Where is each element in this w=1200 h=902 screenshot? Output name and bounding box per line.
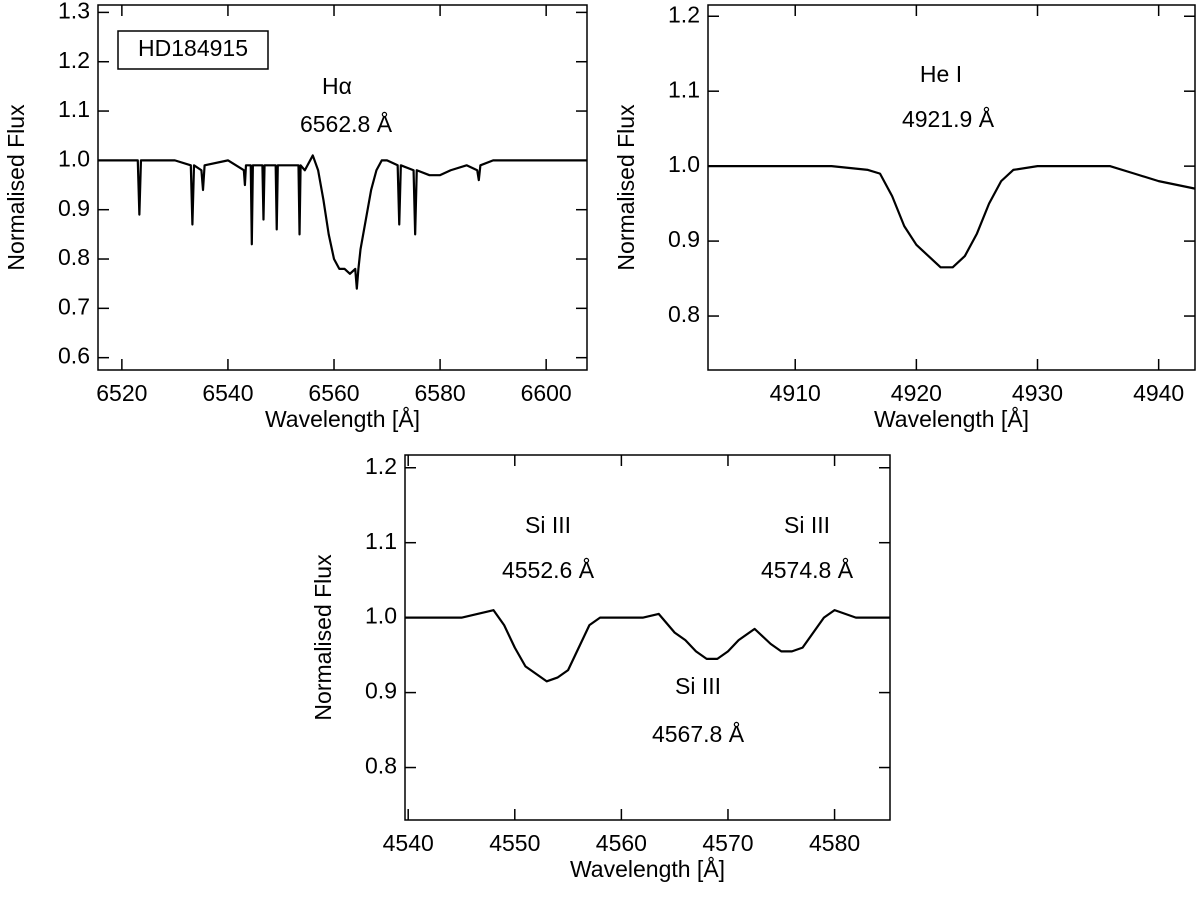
y-tick-label: 1.2 xyxy=(365,453,397,479)
x-tick-label: 6600 xyxy=(521,380,572,406)
plot-frame xyxy=(97,4,588,371)
x-axis-label: Wavelength [Å] xyxy=(874,405,1029,432)
spectrum-line xyxy=(405,609,890,683)
x-tick-label: 6580 xyxy=(415,380,466,406)
y-tick-label: 0.8 xyxy=(668,301,700,327)
x-tick-label: 4550 xyxy=(489,830,540,856)
y-tick-label: 0.9 xyxy=(668,226,700,252)
y-tick-label: 0.8 xyxy=(365,753,397,779)
y-axis-label: Normalised Flux xyxy=(310,554,336,721)
annotation: 4567.8 Å xyxy=(652,720,745,747)
annotation: Si III xyxy=(525,512,571,538)
x-axis-label: Wavelength [Å] xyxy=(265,405,420,432)
annotation: Hα xyxy=(322,73,352,99)
x-tick-label: 6560 xyxy=(308,380,359,406)
annotation-box xyxy=(117,30,269,70)
x-tick-label: 4930 xyxy=(1012,380,1063,406)
annotation: 4552.6 Å xyxy=(502,556,595,583)
annotation: 4921.9 Å xyxy=(902,105,995,132)
annotation: HD184915 xyxy=(138,35,248,61)
x-tick-label: 4570 xyxy=(702,830,753,856)
plot-frame xyxy=(707,4,1196,371)
y-axis-label: Normalised Flux xyxy=(613,104,639,271)
y-tick-label: 1.0 xyxy=(58,145,90,171)
y-tick-label: 0.6 xyxy=(58,343,90,369)
x-axis-label: Wavelength [Å] xyxy=(570,855,725,882)
annotation: He I xyxy=(920,61,962,87)
annotation: Si III xyxy=(784,512,830,538)
y-tick-label: 1.2 xyxy=(668,1,700,27)
x-tick-label: 6520 xyxy=(96,380,147,406)
x-tick-label: 6540 xyxy=(202,380,253,406)
annotation: Si III xyxy=(675,673,721,699)
y-tick-label: 0.9 xyxy=(365,678,397,704)
y-tick-label: 1.1 xyxy=(58,96,90,122)
spectrum-line xyxy=(98,154,587,290)
y-tick-label: 1.1 xyxy=(668,76,700,102)
x-tick-label: 4940 xyxy=(1133,380,1184,406)
y-tick-label: 0.8 xyxy=(58,244,90,270)
y-tick-label: 1.2 xyxy=(58,47,90,73)
x-tick-label: 4910 xyxy=(770,380,821,406)
y-tick-label: 1.0 xyxy=(668,151,700,177)
y-tick-label: 1.1 xyxy=(365,528,397,554)
y-tick-label: 1.0 xyxy=(365,603,397,629)
x-tick-label: 4560 xyxy=(596,830,647,856)
annotation: 4574.8 Å xyxy=(761,556,854,583)
x-tick-label: 4920 xyxy=(891,380,942,406)
y-axis-label: Normalised Flux xyxy=(3,104,29,271)
x-tick-label: 4540 xyxy=(383,830,434,856)
y-tick-label: 0.7 xyxy=(58,293,90,319)
x-tick-label: 4580 xyxy=(809,830,860,856)
y-tick-label: 0.9 xyxy=(58,195,90,221)
spectrum-line xyxy=(708,165,1196,269)
y-tick-label: 1.3 xyxy=(58,0,90,23)
annotation: 6562.8 Å xyxy=(300,110,393,137)
plot-frame xyxy=(404,454,891,821)
